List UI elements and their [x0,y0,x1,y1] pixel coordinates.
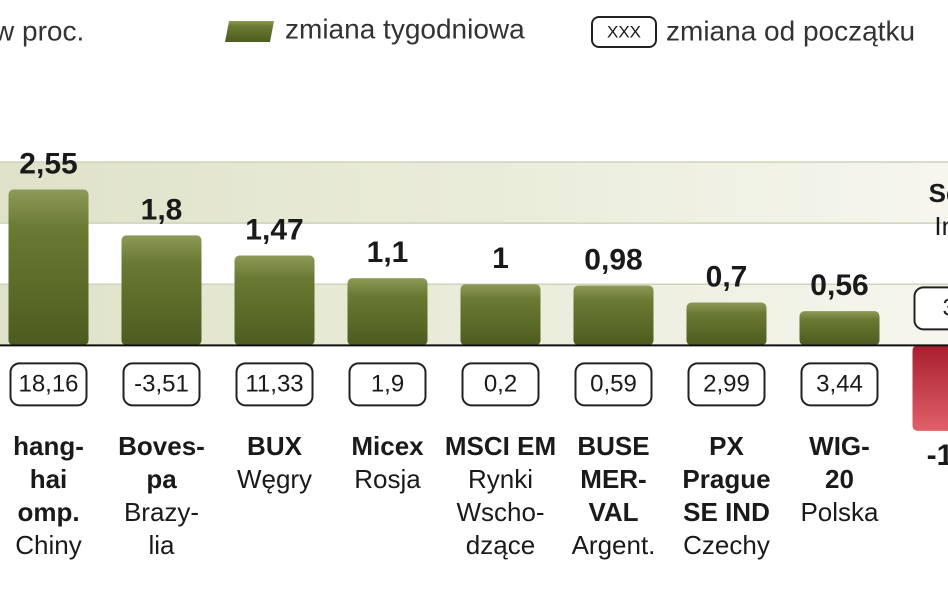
category-name: WIG- [809,431,870,461]
legend-label: zmiana od początku [666,15,915,46]
grid-band [0,162,948,224]
category-name: SE IND [683,497,770,527]
value-label: 1,8 [141,193,183,226]
bar [912,345,948,431]
ytd-label: 0,2 [484,371,517,398]
value-label: 0,56 [810,269,868,302]
category-region: Wscho- [456,497,544,527]
bar [234,255,315,346]
category-region: Argent. [572,530,656,560]
category-region: Rosja [354,464,421,494]
category-region: dzące [466,530,535,560]
ytd-box [913,286,948,331]
bar [686,302,767,346]
category-region: Czechy [683,530,770,560]
category-name: hang- [13,431,84,461]
ytd-box [461,362,540,407]
ytd-box [235,362,314,407]
value-label: 2,55 [19,147,77,180]
category-name: PX [709,431,744,461]
ytd-label: 11,33 [245,371,303,398]
value-label: 0,7 [706,260,748,293]
legend-swatch [225,21,274,42]
category-name: Micex [351,431,424,461]
category-region: Chiny [15,530,81,560]
bar [460,284,541,346]
category-region: Polska [800,497,879,527]
category-region: Rynki [468,464,533,494]
category-name: omp. [17,497,79,527]
ytd-label: -3,51 [134,371,189,398]
ytd-label: 2,99 [703,371,750,398]
category-name: hai [30,464,68,494]
bar [8,189,89,346]
bar [573,285,654,346]
category-name: Prague [682,464,770,494]
category-name: BUX [247,431,303,461]
category-name: BUSE [577,431,649,461]
ytd-box [348,362,427,407]
bar [121,235,202,346]
category-region: Brazy- [124,497,199,527]
ytd-label: 3, [942,295,948,322]
category-region: Węgry [237,464,312,494]
category-region: Ind [934,211,948,241]
ytd-box [687,362,766,407]
ytd-label: 1,9 [371,371,404,398]
subtitle: w proc. [0,15,84,46]
category-region: lia [148,530,175,560]
ytd-box [800,362,879,407]
ytd-box [9,362,88,407]
value-label: 0,98 [584,243,642,276]
value-label: 1,1 [367,236,409,269]
bar [347,278,428,346]
value-label: 1 [492,242,509,275]
category-name: 20 [825,464,854,494]
ytd-box [574,362,653,407]
category-name: pa [146,464,177,494]
ytd-label: 18,16 [18,371,78,398]
legend-box [591,16,657,48]
category-name: Boves- [118,431,205,461]
category-name: Sen [929,178,948,208]
category-name: MER- [580,464,646,494]
bar [799,311,880,346]
ytd-label: 3,44 [816,371,863,398]
legend-label: zmiana tygodniowa [285,13,525,44]
ytd-label: 0,59 [590,371,637,398]
value-label: -1,4 [927,439,948,472]
value-label: 1,47 [245,213,303,246]
category-name: VAL [588,497,638,527]
legend-box-text: XXX [607,22,641,41]
category-name: MSCI EM [445,431,556,461]
ytd-box [122,362,201,407]
